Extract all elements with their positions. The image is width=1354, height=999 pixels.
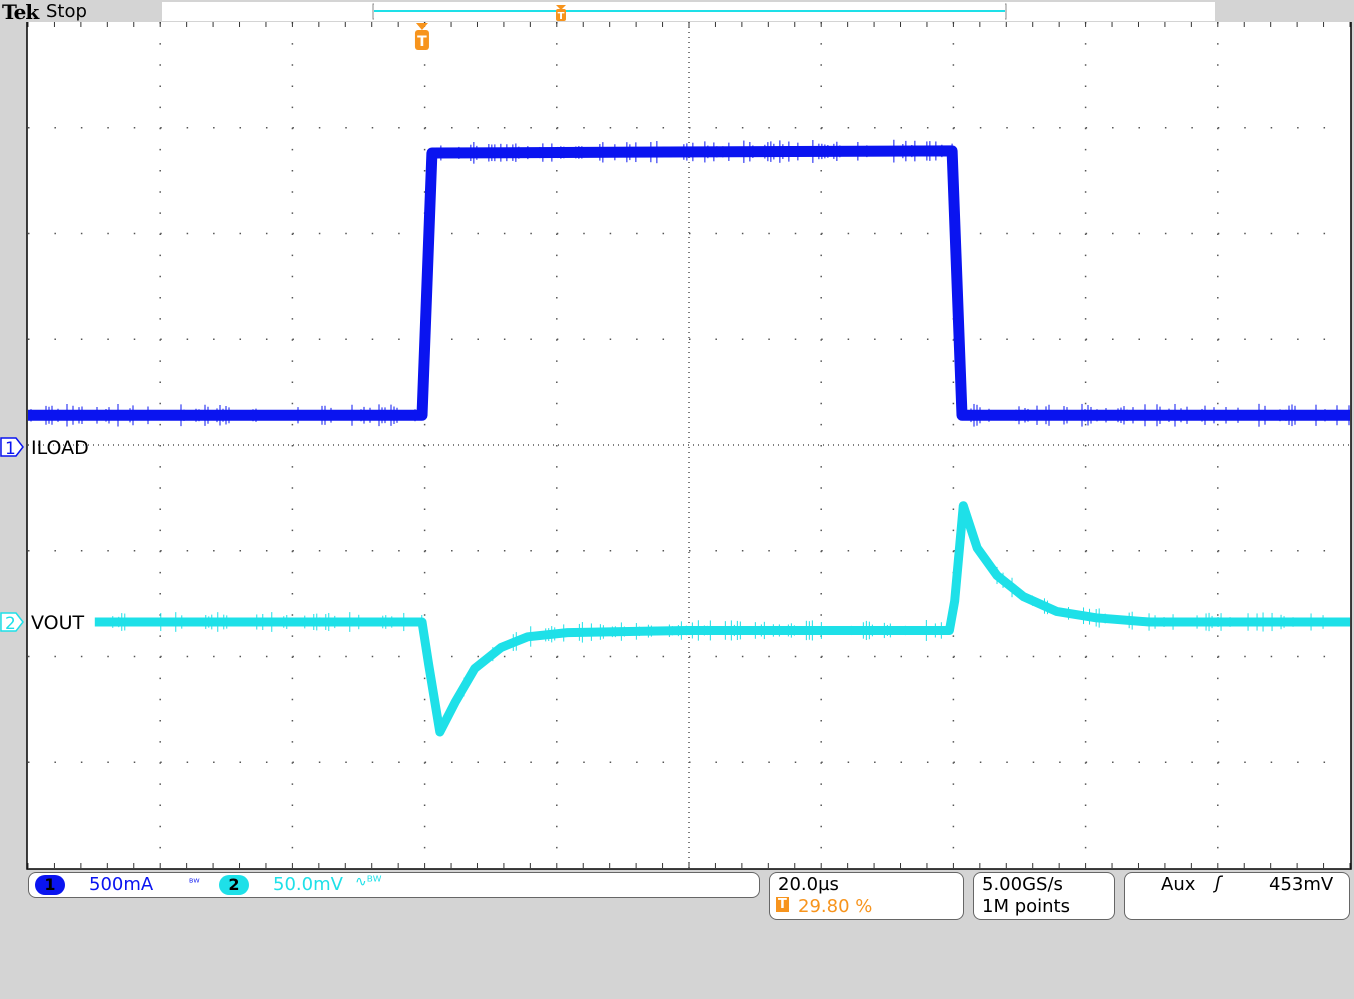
ch2-marker-number: 2 — [5, 614, 16, 634]
markers: T 1 ILOAD 2 VOUT — [0, 23, 429, 634]
ch2-badge[interactable]: 2 — [219, 875, 249, 895]
rising-edge-icon: ʃ — [1215, 873, 1222, 894]
ch1-badge[interactable]: 1 — [35, 875, 65, 895]
trigger-readout[interactable]: Aux ʃ 453mV — [1124, 872, 1350, 920]
trigger-source: Aux — [1161, 874, 1196, 895]
ch2-ground-marker — [0, 612, 24, 632]
trigger-marker-label: T — [417, 34, 427, 50]
trigger-marker-icon — [414, 30, 429, 50]
waveform-display: T 1 ILOAD 2 VOUT — [0, 20, 1352, 870]
record-window: T — [372, 3, 1007, 22]
time-per-div: 20.0µs — [778, 874, 839, 895]
ch1-ground-marker — [0, 437, 24, 457]
record-length: 1M points — [982, 896, 1070, 917]
graticule — [27, 22, 1351, 868]
trace-iload — [28, 145, 1350, 421]
acquisition-readout[interactable]: 5.00GS/s 1M points — [973, 872, 1115, 920]
trigger-position-icon: T — [776, 897, 789, 912]
acquisition-state: Stop — [46, 1, 87, 22]
trigger-level: 453mV — [1269, 874, 1334, 895]
trigger-position: 29.80 % — [798, 896, 873, 917]
ch1-label: ILOAD — [31, 437, 89, 459]
ch2-scale: 50.0mV — [273, 874, 343, 895]
record-overview[interactable]: T — [162, 2, 1215, 22]
sample-rate: 5.00GS/s — [982, 874, 1063, 895]
horizontal-readout[interactable]: 20.0µs T 29.80 % — [769, 872, 964, 920]
ch2-label: VOUT — [31, 612, 85, 634]
channel-readout[interactable]: 1 500mA ᴮᵂ 2 50.0mV ∿ᴮᵂ — [28, 872, 760, 898]
svg-text:T: T — [558, 11, 565, 21]
ch1-bandwidth-limit-icon: ᴮᵂ — [189, 878, 200, 889]
overview-trigger-icon: T — [556, 5, 566, 22]
top-status-bar: Tek Stop T — [0, 0, 1354, 24]
ch1-marker-number: 1 — [5, 439, 16, 459]
ac-coupling-icon: ∿ᴮᵂ — [355, 874, 382, 890]
tek-logo: Tek — [2, 0, 39, 24]
ch1-scale: 500mA — [89, 874, 154, 895]
trigger-position-marker — [415, 23, 428, 30]
traces — [28, 139, 1350, 737]
